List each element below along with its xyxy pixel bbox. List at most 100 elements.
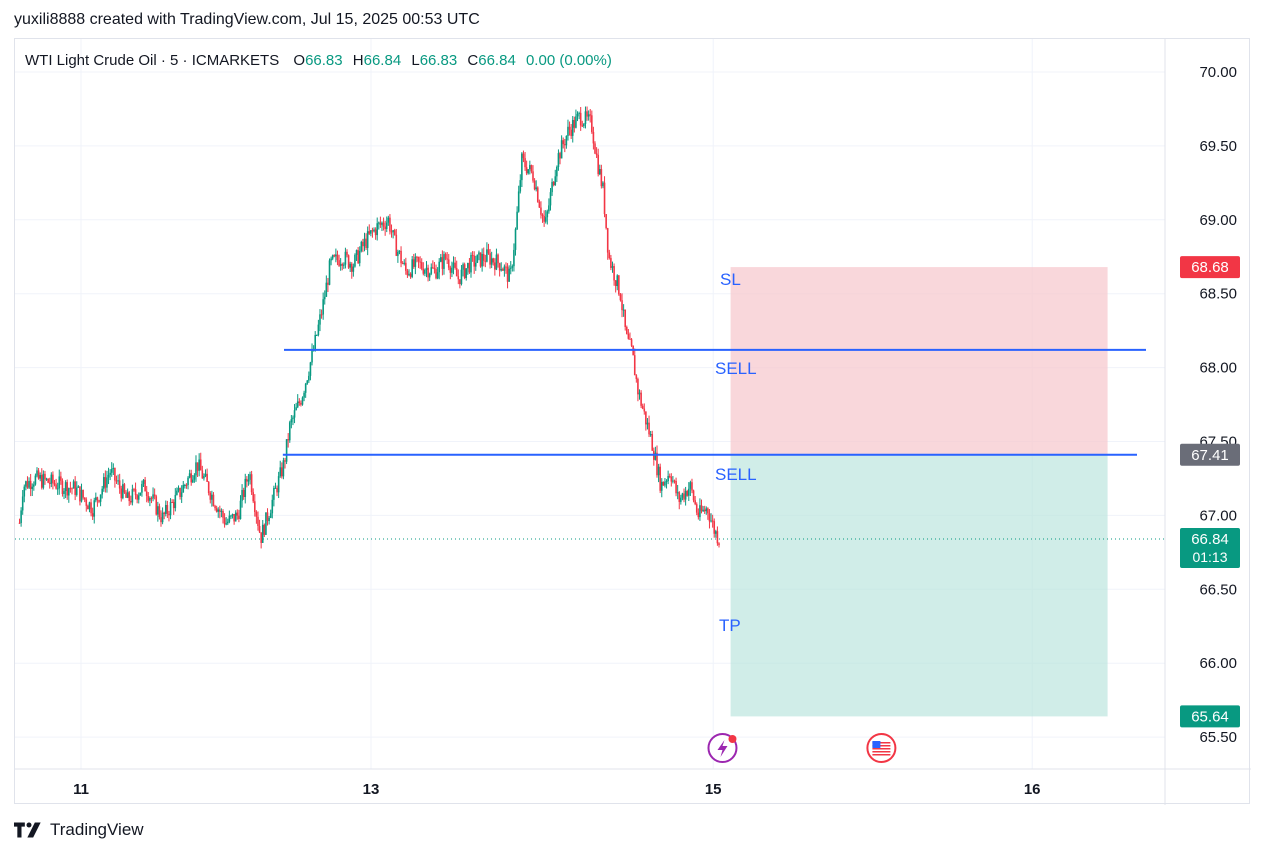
candle-body bbox=[556, 166, 558, 177]
candle-body bbox=[687, 488, 690, 496]
chart-panel[interactable]: SL SELL SELL TP 65.50 66.00 66.50 67.00 67.50 68… bbox=[14, 38, 1251, 805]
lightning-event-icon[interactable] bbox=[707, 733, 738, 763]
candle-body bbox=[508, 268, 510, 282]
candle-body bbox=[110, 468, 113, 473]
candle-body bbox=[257, 516, 259, 527]
candle-body bbox=[509, 267, 512, 269]
candle-body bbox=[718, 543, 720, 546]
candle-body bbox=[238, 515, 240, 519]
candle-body bbox=[161, 512, 164, 523]
tp-price-badge: 65.64 bbox=[1180, 705, 1240, 728]
candle-body bbox=[145, 491, 148, 496]
candle-body bbox=[446, 258, 448, 260]
events[interactable] bbox=[707, 733, 897, 763]
candle-body bbox=[169, 501, 172, 516]
current-price-badge-bg bbox=[1180, 528, 1240, 569]
candle-body bbox=[80, 489, 83, 502]
flag-stripe bbox=[872, 748, 891, 750]
candle-body bbox=[63, 491, 65, 494]
candle-body bbox=[516, 211, 518, 230]
candle-body bbox=[333, 255, 336, 257]
candle-body bbox=[384, 226, 386, 229]
candle-body bbox=[608, 252, 611, 259]
candle-body bbox=[479, 252, 482, 267]
candle-body bbox=[366, 231, 369, 248]
candle-body bbox=[335, 254, 337, 257]
candle-body bbox=[71, 488, 73, 490]
candle-body bbox=[301, 397, 304, 405]
candle-body bbox=[629, 338, 631, 340]
candle-body bbox=[684, 491, 687, 500]
candle-body bbox=[495, 254, 498, 270]
candle-body bbox=[74, 481, 76, 495]
candle-body bbox=[514, 229, 517, 250]
candle-body bbox=[603, 182, 606, 215]
candle-body bbox=[533, 180, 536, 190]
candle-body bbox=[29, 480, 32, 489]
candle-body bbox=[452, 262, 455, 268]
candle-body bbox=[500, 269, 503, 271]
candle-body bbox=[93, 500, 96, 517]
candle-body bbox=[152, 494, 154, 499]
candle-body bbox=[122, 484, 124, 499]
candle-body bbox=[524, 158, 526, 168]
candle-body bbox=[643, 408, 646, 412]
candle-body bbox=[557, 153, 560, 167]
candle-body bbox=[584, 111, 587, 124]
candle-body bbox=[266, 512, 269, 522]
legend-low-label: L bbox=[411, 52, 419, 69]
candle-body bbox=[96, 497, 99, 501]
candle-body bbox=[654, 452, 657, 460]
candle-body bbox=[261, 524, 264, 543]
candle-body bbox=[560, 140, 563, 159]
candle-body bbox=[163, 512, 165, 514]
candle-body bbox=[594, 143, 596, 154]
us-flag-event-icon[interactable] bbox=[866, 733, 897, 763]
y-tick-label: 69.50 bbox=[1199, 138, 1237, 155]
brand-footer[interactable]: TradingView bbox=[14, 820, 144, 840]
candle-body bbox=[147, 495, 150, 501]
horizontal-lines[interactable] bbox=[15, 348, 1165, 540]
candle-body bbox=[358, 251, 361, 264]
candle-body bbox=[563, 144, 566, 146]
candle-body bbox=[314, 334, 317, 350]
candle-body bbox=[648, 422, 650, 435]
candle-body bbox=[700, 505, 703, 512]
candle-body bbox=[352, 266, 355, 272]
candle-body bbox=[486, 249, 488, 262]
candle-body bbox=[638, 392, 641, 395]
candle-body bbox=[288, 422, 291, 441]
candle-body bbox=[573, 120, 576, 128]
candle-body bbox=[444, 254, 447, 259]
candle-body bbox=[420, 262, 423, 269]
candle-body bbox=[587, 114, 590, 117]
candle-body bbox=[665, 481, 668, 483]
candle-body bbox=[298, 401, 301, 404]
candle-body bbox=[427, 267, 429, 278]
candle-body bbox=[618, 275, 620, 295]
candle-body bbox=[249, 474, 251, 480]
candle-body bbox=[36, 470, 38, 476]
candle-body bbox=[506, 266, 509, 282]
candle-body bbox=[602, 182, 604, 187]
candle-body bbox=[656, 452, 658, 476]
candle-body bbox=[497, 254, 499, 264]
candle-body bbox=[277, 476, 280, 493]
candle-body bbox=[48, 482, 51, 484]
candle-body bbox=[635, 375, 638, 379]
candle-body bbox=[215, 508, 218, 512]
candle-body bbox=[344, 251, 347, 265]
candle-body bbox=[606, 228, 609, 253]
candle-body bbox=[708, 513, 711, 522]
candle-body bbox=[112, 468, 115, 470]
flag-stripe bbox=[872, 742, 891, 744]
sl-price-badge: 68.68 bbox=[1180, 256, 1240, 279]
candle-body bbox=[304, 383, 307, 393]
candle-body bbox=[23, 486, 26, 497]
candle-body bbox=[209, 493, 212, 500]
candle-body bbox=[414, 256, 417, 267]
candle-body bbox=[349, 263, 351, 268]
candle-body bbox=[128, 492, 131, 502]
candle-body bbox=[395, 234, 398, 256]
